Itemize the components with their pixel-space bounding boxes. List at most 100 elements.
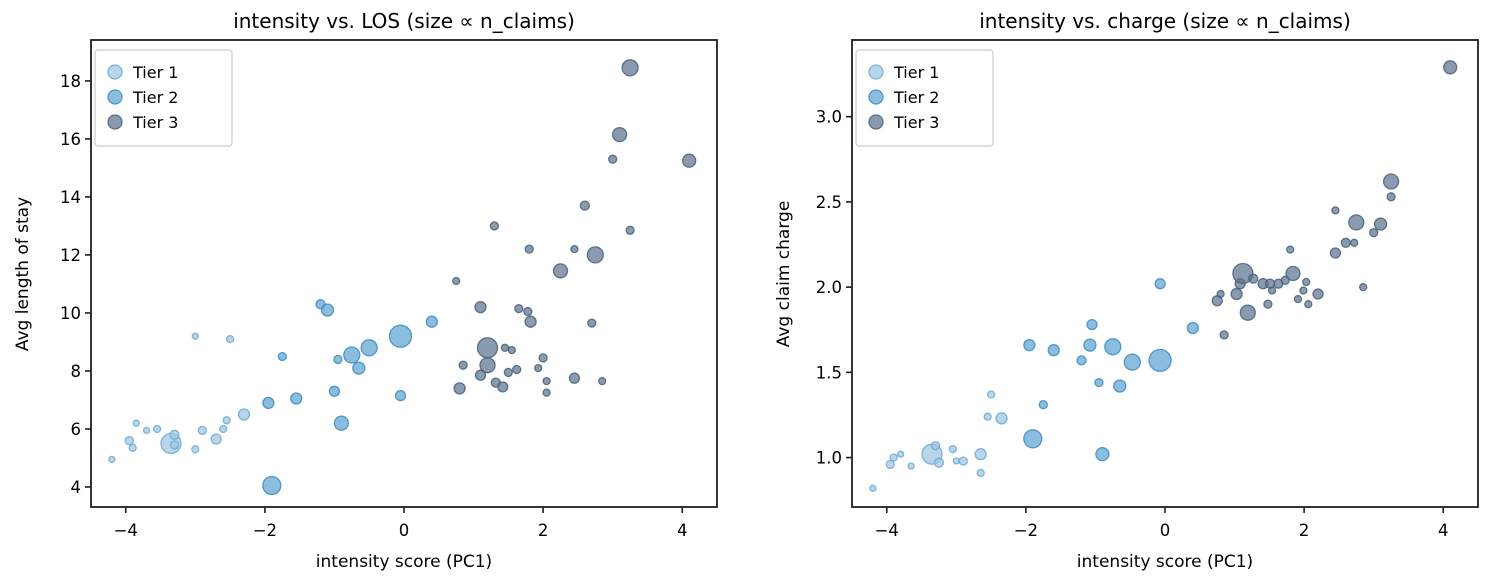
scatter-point — [976, 468, 985, 478]
scatter-point — [889, 453, 898, 462]
legend: Tier 1 Tier 2 Tier 3 — [855, 49, 994, 147]
scatter-point — [1329, 247, 1342, 259]
scatter-point — [1113, 379, 1127, 393]
y-tick-label: 3.0 — [816, 108, 842, 127]
scatter-point — [1286, 245, 1295, 254]
scatter-point — [191, 332, 199, 340]
scatter-point — [1340, 237, 1351, 248]
scatter-point — [682, 153, 697, 168]
y-tick-label: 10 — [60, 304, 81, 323]
scatter-point — [621, 59, 639, 77]
scatter-point — [489, 221, 500, 231]
scatter-point — [930, 440, 941, 451]
y-tick-label: 16 — [60, 130, 81, 149]
x-tick-label: 4 — [677, 521, 688, 540]
y-tick-label: 1.0 — [816, 449, 842, 468]
tier2-legend-marker — [868, 89, 884, 105]
scatter-point — [452, 276, 461, 286]
scatter-point — [1216, 289, 1225, 299]
scatter-point — [290, 392, 303, 405]
scatter-point — [586, 246, 604, 264]
los-chart: intensity vs. LOS (size ∝ n_claims) inte… — [13, 9, 718, 572]
tier3-legend-marker — [868, 114, 884, 130]
scatter-point — [1299, 286, 1308, 295]
legend-item-label: Tier 2 — [893, 88, 939, 107]
scatter-point — [1047, 344, 1060, 357]
scatter-point — [907, 462, 915, 470]
scatter-point — [570, 244, 579, 254]
scatter-point — [237, 408, 251, 421]
scatter-point — [132, 419, 140, 427]
y-tick-label: 4 — [71, 478, 82, 497]
scatter-point — [1350, 238, 1359, 247]
scatter-point — [474, 369, 487, 381]
scatter-point — [1186, 321, 1199, 335]
scatter-point — [1083, 338, 1097, 352]
legend-item-label: Tier 3 — [132, 113, 178, 132]
tier3-legend-marker — [107, 114, 123, 130]
scatter-point — [479, 357, 496, 374]
scatter-point — [608, 154, 618, 164]
scatter-point — [262, 396, 275, 410]
scatter-point — [611, 126, 628, 143]
scatter-point — [1312, 288, 1324, 300]
scatter-point — [524, 315, 537, 328]
scatter-point — [1123, 353, 1141, 371]
scatter-point — [1443, 60, 1458, 75]
scatter-point — [1382, 173, 1400, 190]
legend-box — [94, 49, 233, 147]
scatter-point — [262, 475, 282, 496]
y-tick-label: 1.5 — [816, 363, 842, 382]
x-tick-label: 4 — [1438, 521, 1449, 540]
scatter-point — [986, 390, 996, 399]
legend: Tier 1 Tier 2 Tier 3 — [94, 49, 233, 147]
scatter-point — [1095, 447, 1110, 462]
scatter-point — [1239, 304, 1256, 321]
tier1-legend-marker — [107, 64, 123, 80]
scatter-point — [1359, 282, 1368, 292]
scatter-point — [1263, 299, 1273, 309]
x-tick-label: 0 — [1160, 521, 1171, 540]
scatter-point — [523, 306, 533, 317]
scatter-point — [952, 457, 960, 465]
legend-item-tier1: Tier 1 — [868, 63, 939, 82]
scatter-point — [124, 435, 134, 446]
legend-item-label: Tier 3 — [893, 113, 939, 132]
y-tick-label: 6 — [71, 420, 82, 439]
scatter-point — [983, 412, 992, 421]
scatter-point — [1302, 277, 1311, 287]
scatter-point — [958, 456, 968, 466]
scatter-point — [948, 444, 958, 454]
scatter-point — [1023, 338, 1036, 352]
y-axis-label: Avg claim charge — [774, 201, 794, 348]
scatter-point — [458, 360, 468, 370]
y-tick-label: 12 — [60, 246, 81, 265]
scatter-point — [333, 354, 343, 365]
scatter-point — [1304, 300, 1313, 309]
scatter-point — [1086, 318, 1098, 331]
scatter-point — [503, 367, 513, 378]
legend-item-tier3: Tier 3 — [107, 113, 178, 132]
scatter-point — [974, 448, 987, 461]
scatter-point — [1148, 348, 1172, 373]
scatter-point — [512, 364, 522, 375]
scatter-point — [222, 416, 231, 425]
legend-item-label: Tier 1 — [132, 63, 178, 82]
scatter-point — [500, 343, 510, 352]
chart-title: intensity vs. LOS (size ∝ n_claims) — [233, 9, 575, 33]
scatter-point — [476, 337, 499, 359]
scatter-point — [1331, 206, 1340, 215]
scatter-point — [108, 455, 116, 464]
scatter-point — [128, 443, 137, 452]
scatter-point — [352, 361, 366, 375]
scatter-point — [1154, 278, 1166, 290]
scatter-point — [1230, 287, 1243, 301]
scatter-point — [598, 376, 607, 386]
x-axis-label: intensity score (PC1) — [1077, 552, 1253, 572]
charge-chart: intensity vs. charge (size ∝ n_claims) i… — [774, 9, 1479, 572]
plot-area: −4 −2 0 2 4 4 6 8 10 12 14 16 18 — [60, 39, 718, 540]
y-tick-label: 2.5 — [816, 193, 842, 212]
legend-item-tier2: Tier 2 — [868, 88, 939, 107]
